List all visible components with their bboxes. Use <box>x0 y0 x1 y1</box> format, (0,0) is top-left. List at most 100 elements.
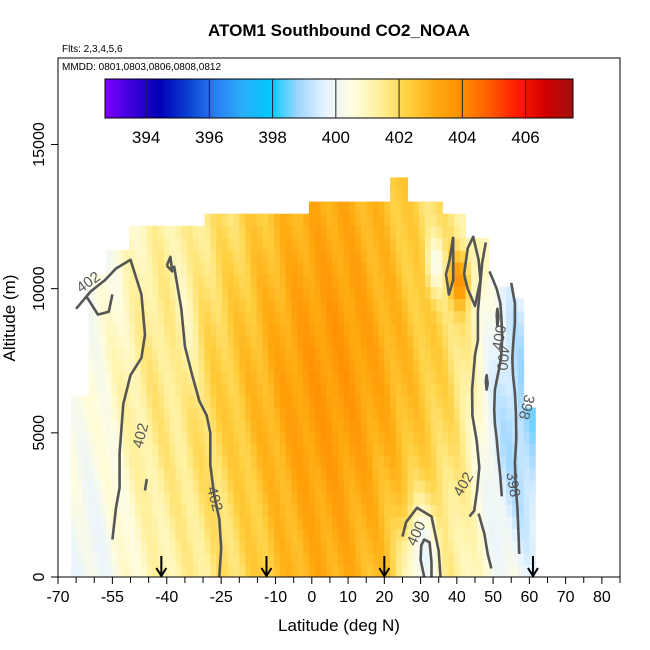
heatmap-cell <box>100 516 107 530</box>
heatmap-cell <box>192 443 200 457</box>
heatmap-cell <box>117 262 124 275</box>
heatmap-cell <box>245 455 252 469</box>
heatmap-cell <box>111 395 119 409</box>
heatmap-cell <box>361 225 368 239</box>
heatmap-cell <box>105 395 113 409</box>
heatmap-cell <box>256 492 264 505</box>
heatmap-cell <box>71 492 78 505</box>
heatmap-cell <box>262 371 269 384</box>
heatmap-cell <box>326 322 333 336</box>
heatmap-cell <box>268 237 275 251</box>
heatmap-cell <box>100 540 107 554</box>
heatmap-cell <box>401 455 409 469</box>
heatmap-cell <box>308 359 316 372</box>
heatmap-cell <box>239 480 246 493</box>
heatmap-cell <box>163 468 171 481</box>
heatmap-cell <box>291 564 298 577</box>
heatmap-cell <box>175 492 182 505</box>
heatmap-cell <box>361 298 368 312</box>
heatmap-cell <box>390 262 397 275</box>
heatmap-cell <box>279 552 287 566</box>
heatmap-cell <box>326 371 333 384</box>
heatmap-cell <box>187 383 194 396</box>
heatmap-cell <box>430 528 438 542</box>
heatmap-cell <box>320 407 327 421</box>
heatmap-cell <box>105 431 113 445</box>
heatmap-cell <box>372 298 380 312</box>
heatmap-cell <box>442 528 449 542</box>
heatmap-cell <box>204 407 211 421</box>
heatmap-cell <box>453 334 461 348</box>
heatmap-cell <box>471 250 478 263</box>
heatmap-cell <box>250 516 258 530</box>
heatmap-cell <box>343 431 351 445</box>
heatmap-cell <box>250 371 258 384</box>
heatmap-cell <box>88 274 95 287</box>
heatmap-cell <box>453 213 461 227</box>
heatmap-cell <box>192 298 200 312</box>
heatmap-cell <box>256 516 264 530</box>
heatmap-cell <box>436 540 443 554</box>
heatmap-cell <box>343 516 351 530</box>
heatmap-cell <box>134 492 142 505</box>
heatmap-cell <box>448 528 455 542</box>
heatmap-cell <box>94 552 101 566</box>
heatmap-cell <box>384 274 391 287</box>
heatmap-cell <box>175 322 182 336</box>
heatmap-cell <box>140 480 148 493</box>
heatmap-cell <box>453 528 461 542</box>
heatmap-cell <box>256 359 264 372</box>
heatmap-cell <box>343 310 351 324</box>
heatmap-cell <box>308 298 316 312</box>
heatmap-cell <box>337 395 345 409</box>
heatmap-cell <box>250 468 258 481</box>
heatmap-cell <box>88 431 95 445</box>
heatmap-cell <box>158 395 165 409</box>
heatmap-cell <box>105 564 113 577</box>
heatmap-cell <box>303 262 310 275</box>
heatmap-cell <box>76 540 84 554</box>
heatmap-cell <box>140 492 148 505</box>
heatmap-cell <box>221 540 229 554</box>
heatmap-cell <box>198 225 206 239</box>
heatmap-cell <box>297 298 304 312</box>
heatmap-cell <box>337 468 345 481</box>
heatmap-cell <box>372 468 380 481</box>
heatmap-cell <box>192 346 200 360</box>
heatmap-cell <box>152 552 159 566</box>
heatmap-cell <box>395 286 403 300</box>
heatmap-cell <box>401 274 409 287</box>
heatmap-cell <box>477 334 484 348</box>
heatmap-cell <box>395 298 403 312</box>
heatmap-cell <box>105 504 113 517</box>
heatmap-cell <box>152 334 159 348</box>
heatmap-cell <box>187 346 194 360</box>
heatmap-cell <box>465 540 472 554</box>
heatmap-cell <box>355 395 362 409</box>
heatmap-cell <box>453 492 461 505</box>
heatmap-cell <box>419 492 426 505</box>
heatmap-cell <box>430 443 438 457</box>
heatmap-cell <box>146 419 153 433</box>
heatmap-cell <box>233 310 240 324</box>
heatmap-cell <box>355 262 362 275</box>
heatmap-cell <box>529 540 536 554</box>
heatmap-cell <box>448 334 455 348</box>
heatmap-cell <box>256 371 264 384</box>
heatmap-cell <box>268 492 275 505</box>
heatmap-cell <box>71 564 78 577</box>
heatmap-cell <box>395 274 403 287</box>
heatmap-cell <box>320 468 327 481</box>
heatmap-cell <box>187 334 194 348</box>
heatmap-cell <box>343 492 351 505</box>
heatmap-cell <box>471 286 478 300</box>
heatmap-cell <box>204 564 211 577</box>
heatmap-cell <box>395 310 403 324</box>
heatmap-cell <box>320 419 327 433</box>
heatmap-cell <box>158 371 165 384</box>
flight-arrow-head <box>155 567 168 578</box>
heatmap-cell <box>216 298 223 312</box>
heatmap-cell <box>314 516 322 530</box>
heatmap-cell <box>366 455 374 469</box>
heatmap-cell <box>268 262 275 275</box>
